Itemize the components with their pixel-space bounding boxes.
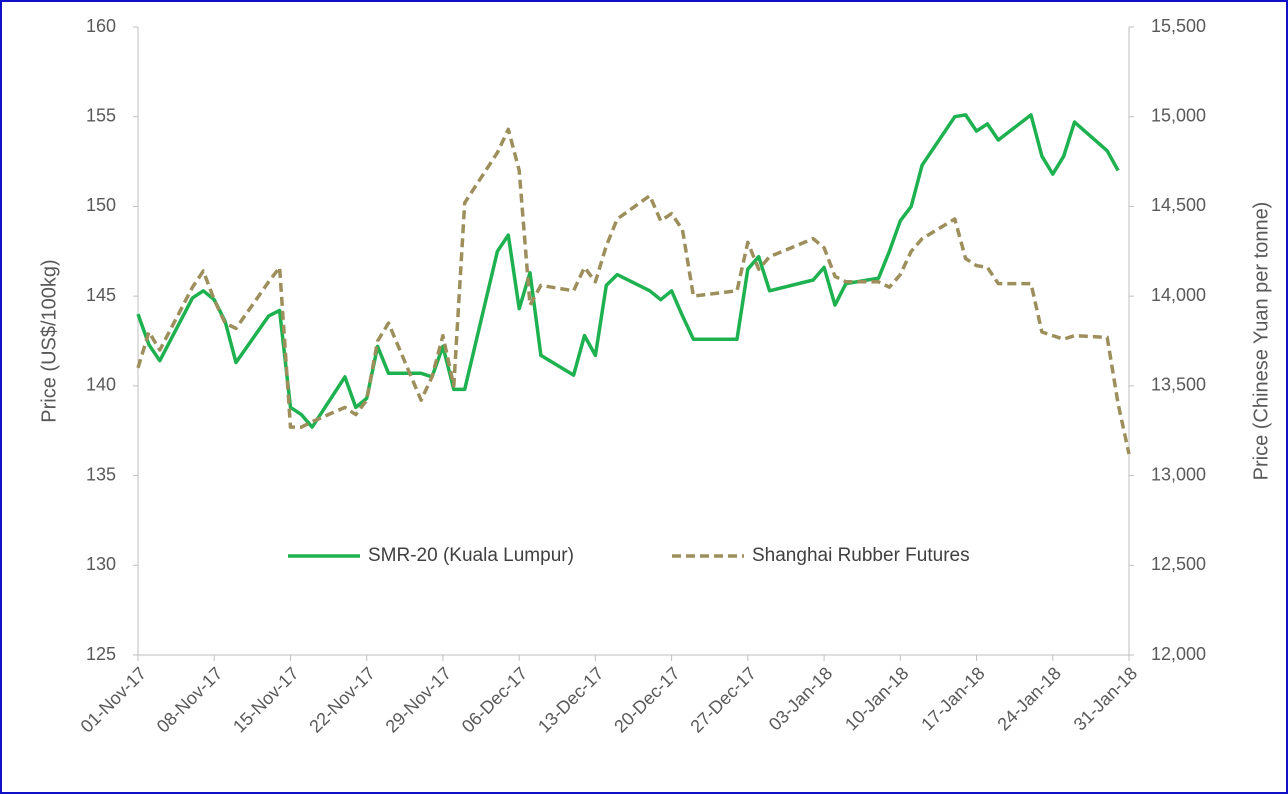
y2-tick-label: 14,500 xyxy=(1151,195,1206,215)
legend-label: Shanghai Rubber Futures xyxy=(752,545,970,566)
y-tick-label: 150 xyxy=(86,195,116,215)
y-tick-label: 160 xyxy=(86,16,116,36)
y2-tick-label: 13,000 xyxy=(1151,464,1206,484)
y2-tick-label: 13,500 xyxy=(1151,375,1206,395)
y-tick-label: 135 xyxy=(86,464,116,484)
y-tick-label: 130 xyxy=(86,554,116,574)
y2-tick-label: 14,000 xyxy=(1151,285,1206,305)
y-tick-label: 125 xyxy=(86,644,116,664)
y2-tick-label: 15,500 xyxy=(1151,16,1206,36)
y2-tick-label: 12,000 xyxy=(1151,644,1206,664)
y-axis-title: Price (US$/100kg) xyxy=(38,259,60,422)
y2-tick-label: 12,500 xyxy=(1151,554,1206,574)
legend-label: SMR-20 (Kuala Lumpur) xyxy=(368,545,574,566)
y2-tick-label: 15,000 xyxy=(1151,105,1206,125)
y-tick-label: 140 xyxy=(86,375,116,395)
y-tick-label: 145 xyxy=(86,285,116,305)
series-line xyxy=(136,113,1120,429)
y2-axis-title: Price (Chinese Yuan per tonne) xyxy=(1250,202,1272,481)
y-tick-label: 155 xyxy=(86,105,116,125)
